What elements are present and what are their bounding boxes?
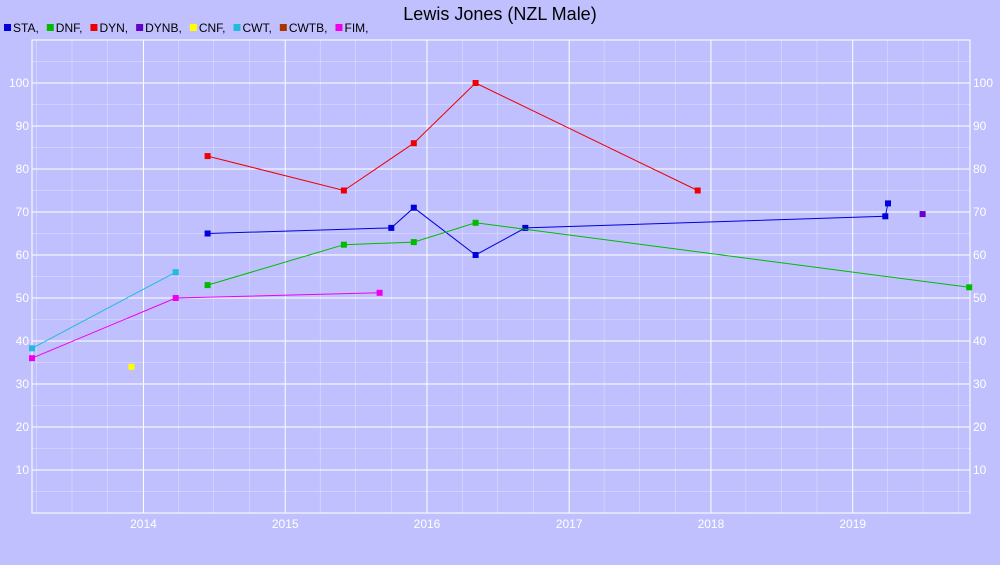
series-layer	[29, 80, 973, 370]
series-line-cwt	[31, 271, 176, 349]
data-point-sta	[388, 224, 395, 231]
legend-label-cwt: CWT,	[242, 21, 271, 35]
legend: STA, DNF, DYN, DYNB, CNF, CWT, CWTB, FIM,	[4, 21, 368, 35]
data-point-cwt	[29, 345, 35, 352]
data-point-dnf	[340, 241, 347, 248]
legend-label-cnf: CNF,	[199, 21, 226, 35]
y-tick-label-left: 40	[16, 334, 30, 348]
series-line-sta	[207, 203, 889, 256]
grid-layer	[32, 40, 970, 513]
y-tick-label-right: 100	[973, 76, 993, 90]
legend-swatch-cnf	[189, 24, 197, 31]
data-point-dnf	[472, 219, 479, 226]
y-tick-label-left: 30	[16, 377, 30, 391]
legend-swatch-fim	[335, 24, 343, 31]
x-tick-label: 2016	[414, 517, 441, 531]
legend-label-dyn: DYN,	[99, 21, 128, 35]
data-point-sta	[885, 200, 891, 207]
legend-label-sta: STA,	[13, 21, 39, 35]
y-tick-label-left: 60	[16, 248, 30, 262]
y-axis-right: 10 20 30 40 50 60 70 80 90 100	[973, 76, 993, 477]
y-tick-label-right: 20	[973, 420, 987, 434]
data-point-sta	[522, 224, 529, 231]
data-point-sta	[882, 213, 889, 220]
data-point-sta	[410, 204, 417, 211]
y-tick-label-left: 80	[16, 162, 30, 176]
chart-title: Lewis Jones (NZL Male)	[403, 4, 596, 24]
x-tick-label: 2014	[130, 517, 157, 531]
data-point-dnf	[966, 284, 973, 291]
legend-swatch-sta	[4, 24, 11, 31]
y-tick-label-right: 30	[973, 377, 987, 391]
y-tick-label-right: 40	[973, 334, 987, 348]
data-point-dynb	[919, 211, 926, 218]
y-tick-label-right: 80	[973, 162, 987, 176]
data-point-fim	[29, 355, 35, 362]
legend-swatch-dynb	[136, 24, 144, 31]
y-tick-label-right: 50	[973, 291, 987, 305]
data-point-cnf	[128, 363, 135, 370]
y-tick-label-right: 60	[973, 248, 987, 262]
legend-label-dnf: DNF,	[56, 21, 83, 35]
legend-swatch-cwt	[233, 24, 241, 31]
series-line-dyn	[207, 82, 698, 192]
x-tick-label: 2015	[272, 517, 299, 531]
data-point-dnf	[204, 282, 211, 289]
x-tick-label: 2017	[556, 517, 583, 531]
x-tick-label: 2019	[839, 517, 866, 531]
y-tick-label-left: 10	[16, 463, 30, 477]
y-tick-label-left: 90	[16, 119, 30, 133]
y-tick-label-right: 70	[973, 205, 987, 219]
y-tick-label-right: 90	[973, 119, 987, 133]
data-point-dyn	[410, 140, 417, 147]
y-tick-label-left: 50	[16, 291, 30, 305]
series-line-fim	[31, 292, 380, 359]
data-point-fim	[172, 295, 179, 301]
legend-swatch-cwtb	[279, 24, 287, 31]
x-axis: 2014 2015 2016 2017 2018 2019	[130, 517, 866, 531]
data-point-dyn	[340, 187, 347, 194]
data-point-dyn	[472, 80, 479, 86]
data-point-dnf	[410, 239, 417, 246]
y-tick-label-left: 70	[16, 205, 30, 219]
data-point-sta	[472, 252, 479, 258]
data-point-dyn	[204, 153, 211, 160]
legend-label-fim: FIM,	[344, 21, 368, 35]
y-axis-left: 10 20 30 40 50 60 70 80 90 100	[9, 76, 29, 477]
y-tick-label-left: 100	[9, 76, 29, 90]
data-point-sta	[204, 230, 211, 237]
y-tick-label-left: 20	[16, 420, 30, 434]
x-tick-label: 2018	[698, 517, 725, 531]
data-point-fim	[376, 289, 383, 296]
data-point-dyn	[694, 187, 701, 194]
legend-label-dynb: DYNB,	[145, 21, 182, 35]
legend-label-cwtb: CWTB,	[289, 21, 328, 35]
legend-swatch-dnf	[46, 24, 54, 31]
y-tick-label-right: 10	[973, 463, 987, 477]
legend-swatch-dyn	[90, 24, 98, 31]
data-point-cwt	[172, 269, 179, 276]
